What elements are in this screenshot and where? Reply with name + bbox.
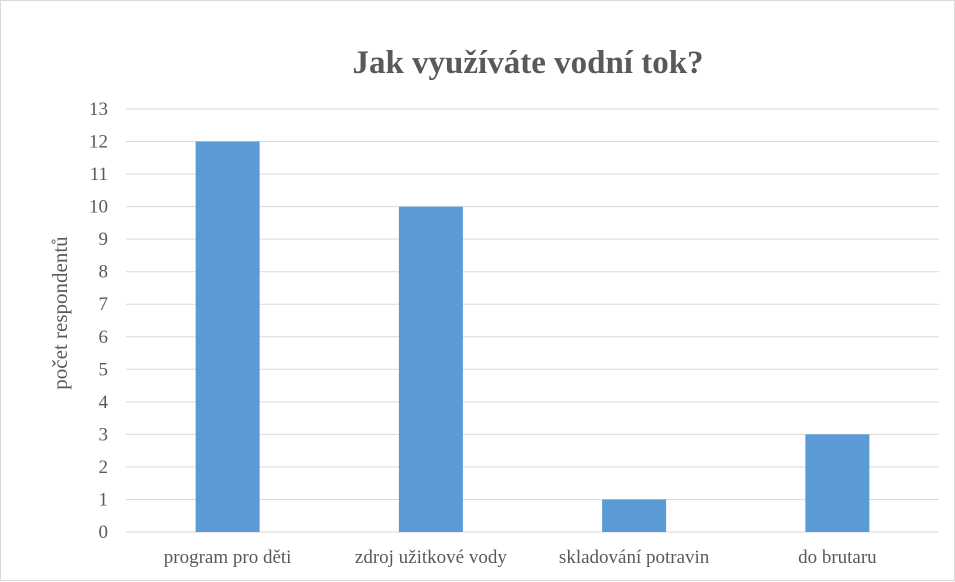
bar-2 bbox=[602, 499, 667, 532]
gridlines bbox=[126, 108, 939, 533]
bars bbox=[195, 141, 870, 533]
y-tick-label: 5 bbox=[99, 359, 109, 380]
x-category-label: do brutaru bbox=[798, 547, 877, 568]
y-tick-label: 4 bbox=[99, 392, 109, 413]
bar-0 bbox=[195, 141, 260, 533]
x-axis-categories: program pro děti zdroj užitkové vody sklad… bbox=[164, 547, 877, 568]
y-tick-label: 12 bbox=[89, 132, 108, 153]
y-tick-label: 9 bbox=[99, 229, 109, 250]
x-category-label: skladování potravin bbox=[559, 547, 710, 568]
x-category-label: zdroj užitkové vody bbox=[355, 547, 507, 568]
y-tick-label: 3 bbox=[99, 424, 109, 445]
y-tick-label: 10 bbox=[89, 197, 108, 218]
y-tick-label: 2 bbox=[99, 457, 109, 478]
y-tick-label: 1 bbox=[99, 489, 109, 510]
y-tick-label: 11 bbox=[90, 164, 108, 185]
x-category-label: program pro děti bbox=[164, 547, 292, 568]
bar-3 bbox=[805, 434, 870, 532]
chart-title: Jak využíváte vodní tok? bbox=[352, 45, 703, 81]
y-tick-label: 8 bbox=[99, 262, 109, 283]
y-tick-label: 13 bbox=[89, 99, 108, 120]
y-tick-label: 7 bbox=[99, 294, 109, 315]
y-axis-label: počet respondentů bbox=[48, 236, 72, 390]
y-tick-label: 6 bbox=[99, 327, 109, 348]
bar-1 bbox=[398, 206, 463, 532]
y-tick-label: 0 bbox=[99, 522, 109, 543]
